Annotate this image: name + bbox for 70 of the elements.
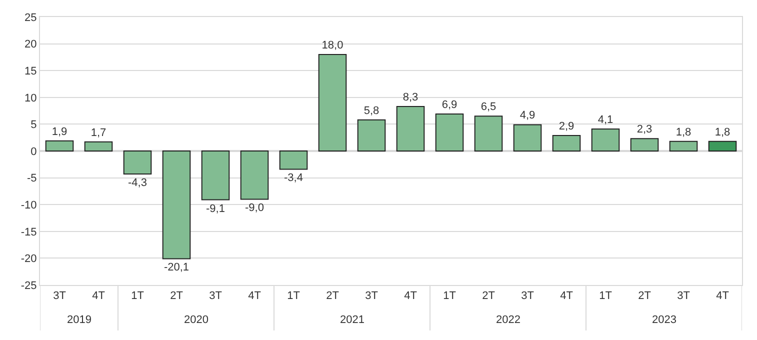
x-tick-label: 3T xyxy=(209,290,222,302)
x-tick-label: 1T xyxy=(287,290,300,302)
y-tick-label: 0 xyxy=(30,146,37,158)
x-tick-label: 3T xyxy=(53,290,66,302)
data-label: -3,4 xyxy=(284,172,303,184)
data-label: -9,1 xyxy=(206,202,225,215)
bar xyxy=(45,140,74,152)
bar xyxy=(513,124,542,152)
text: 2019 xyxy=(67,314,92,326)
data-label: 6,5 xyxy=(480,101,496,114)
x-tick-label: 1T xyxy=(131,290,144,302)
bar xyxy=(162,150,191,260)
data-label: 8,3 xyxy=(402,92,418,104)
bar xyxy=(279,150,308,170)
data-label: 1,7 xyxy=(90,126,106,139)
y-tick-label: -15 xyxy=(20,226,37,238)
x-tick-label: 4T xyxy=(404,290,418,302)
x-tick-label: 3T xyxy=(677,290,690,302)
x-tick-label: 3T xyxy=(521,290,534,302)
y-tick-label: 20 xyxy=(24,38,37,51)
data-label: -4,3 xyxy=(128,177,147,190)
text: 2022 xyxy=(496,314,520,326)
bar xyxy=(318,54,347,152)
data-label: 1,8 xyxy=(714,126,730,138)
x-tick-label: 4T xyxy=(248,290,262,302)
data-label: -9,0 xyxy=(245,202,264,214)
data-label: 1,8 xyxy=(676,126,692,138)
y-tick-label: -10 xyxy=(20,199,37,212)
bar xyxy=(123,150,152,175)
y-tick-label: 15 xyxy=(24,65,37,78)
bar xyxy=(669,140,698,152)
data-label: 2,9 xyxy=(558,120,574,132)
x-tick-label: 1T xyxy=(443,290,456,302)
x-tick-label: 3T xyxy=(365,290,378,302)
y-tick-label: 25 xyxy=(24,12,37,24)
y-tick-label: 10 xyxy=(24,92,37,104)
data-label: 2,3 xyxy=(636,124,652,136)
x-tick-label: 2T xyxy=(482,290,496,302)
y-tick-label: -25 xyxy=(20,280,37,292)
data-label: 5,8 xyxy=(364,104,380,117)
y-tick-label: 5 xyxy=(30,119,37,132)
x-tick-label: 4T xyxy=(560,290,574,302)
text: 2020 xyxy=(184,314,208,326)
bar xyxy=(396,106,425,152)
x-tick-label: 1T xyxy=(599,290,612,302)
text: 2023 xyxy=(652,314,676,326)
bar xyxy=(240,150,269,200)
y-tick-label: -5 xyxy=(27,172,37,185)
data-label: 4,9 xyxy=(520,110,536,122)
bar xyxy=(708,140,737,152)
data-label: 1,9 xyxy=(52,126,68,138)
data-label: -20,1 xyxy=(164,262,190,274)
y-tick-label: -20 xyxy=(20,253,37,266)
bar xyxy=(357,119,386,152)
x-tick-label: 2T xyxy=(170,290,184,302)
bar xyxy=(630,138,659,152)
x-tick-label: 2T xyxy=(638,290,652,302)
bar xyxy=(435,114,464,152)
x-tick-label: 4T xyxy=(716,290,730,302)
bar xyxy=(84,141,113,152)
x-tick-label: 4T xyxy=(92,290,106,302)
text: 2021 xyxy=(340,314,364,326)
data-label: 4,1 xyxy=(598,114,614,126)
bar xyxy=(201,150,230,200)
bar xyxy=(474,116,503,152)
bar xyxy=(552,134,581,152)
data-label: 18,0 xyxy=(322,40,344,52)
data-label: 6,9 xyxy=(442,99,458,112)
x-tick-label: 2T xyxy=(326,290,340,302)
bar xyxy=(591,128,620,152)
